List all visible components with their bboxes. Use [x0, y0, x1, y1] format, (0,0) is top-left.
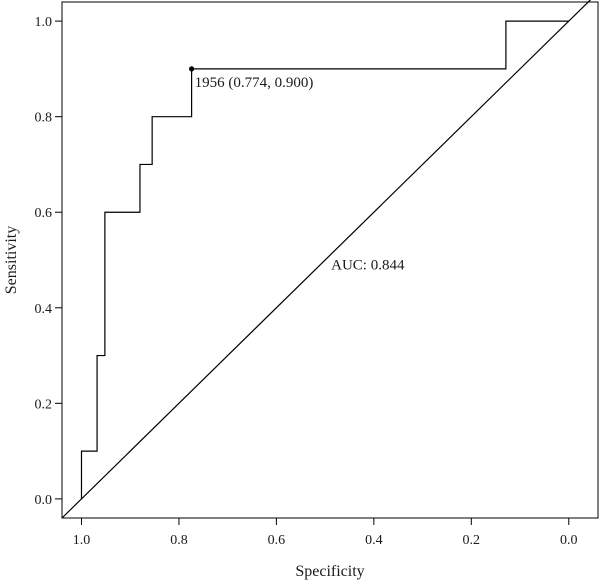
y-tick-label: 0.6 — [35, 206, 53, 221]
x-tick-label: 0.2 — [463, 533, 481, 548]
x-axis: 1.0 0.8 0.6 0.4 0.2 0.0 — [73, 518, 578, 548]
y-tick-label: 0.2 — [35, 397, 53, 412]
y-tick-label: 0.8 — [35, 111, 53, 126]
auc-label: AUC: 0.844 — [331, 258, 405, 274]
reference-diagonal-line — [61, 0, 592, 519]
plot-frame — [61, 1, 599, 519]
x-tick-label: 0.4 — [365, 533, 383, 548]
y-axis-title: Sensitivity — [3, 226, 20, 294]
y-axis: 0.0 0.2 0.4 0.6 0.8 1.0 — [35, 15, 62, 508]
y-tick-label: 0.0 — [35, 493, 53, 508]
x-tick-label: 0.0 — [560, 533, 578, 548]
threshold-point — [189, 66, 195, 72]
y-tick-label: 1.0 — [35, 15, 53, 30]
x-axis-title: Specificity — [295, 563, 364, 580]
x-tick-label: 1.0 — [73, 533, 91, 548]
y-tick-label: 0.4 — [35, 302, 53, 317]
x-tick-label: 0.6 — [268, 533, 286, 548]
threshold-label: 1956 (0.774, 0.900) — [195, 75, 314, 91]
roc-curve-line — [80, 20, 569, 499]
curve-layer — [61, 0, 592, 519]
x-tick-label: 0.8 — [170, 533, 188, 548]
